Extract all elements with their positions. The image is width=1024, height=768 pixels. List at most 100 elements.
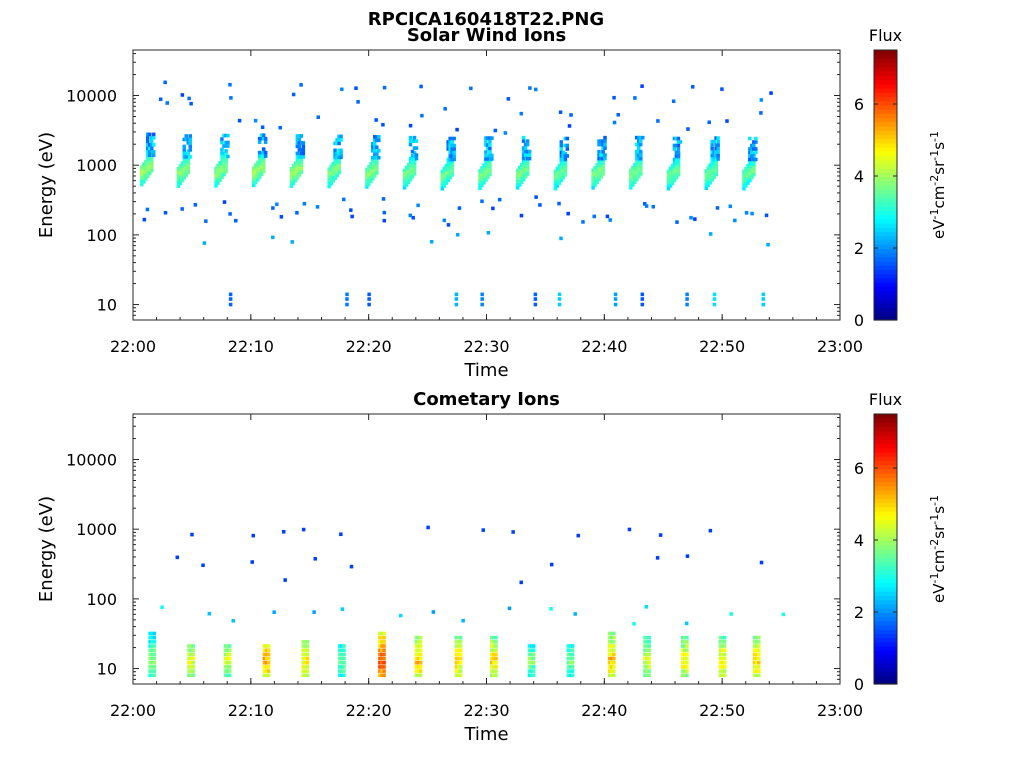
flux-cell <box>148 648 152 653</box>
flux-cell <box>416 656 421 661</box>
flux-cell <box>454 644 459 648</box>
flux-cell <box>484 164 488 168</box>
flux-cell <box>636 153 641 157</box>
flux-cell <box>374 118 378 122</box>
flux-cell <box>635 174 639 178</box>
flux-cell <box>557 170 562 175</box>
flux-cell <box>408 177 413 182</box>
flux-cell <box>527 644 532 648</box>
flux-cell <box>152 656 157 661</box>
flux-cell <box>145 150 150 154</box>
flux-cell <box>674 175 679 180</box>
flux-cell <box>414 640 419 644</box>
flux-cell <box>345 302 349 307</box>
flux-cell <box>647 660 651 665</box>
flux-cell <box>257 154 262 158</box>
flux-cell <box>150 154 154 159</box>
flux-cell <box>712 150 716 154</box>
flux-cell <box>593 172 597 177</box>
flux-cell <box>342 660 346 665</box>
flux-cell <box>450 162 455 167</box>
flux-cell <box>440 176 445 181</box>
flux-cell <box>331 172 335 176</box>
flux-cell <box>490 669 494 673</box>
flux-cell <box>404 172 409 177</box>
flux-cell <box>486 164 490 169</box>
flux-cell <box>680 669 685 673</box>
flux-cell <box>340 644 344 648</box>
flux-cell <box>568 669 573 673</box>
flux-cell <box>636 142 641 147</box>
flux-cell <box>444 174 449 178</box>
flux-cell <box>350 214 354 219</box>
flux-cell <box>228 302 233 307</box>
flux-cell <box>490 665 494 669</box>
flux-cell <box>750 165 754 169</box>
flux-cell <box>523 157 528 162</box>
flux-cell <box>333 155 337 160</box>
flux-cell <box>672 143 677 148</box>
flux-cell <box>220 154 224 159</box>
flux-cell <box>609 656 614 661</box>
flux-cell <box>406 176 411 181</box>
flux-cell <box>406 173 411 178</box>
flux-cell <box>744 166 748 171</box>
flux-cell <box>689 215 693 220</box>
flux-cell <box>148 157 152 162</box>
flux-cell <box>456 665 461 669</box>
flux-cell <box>382 673 386 678</box>
flux-cell <box>224 159 228 164</box>
y-tick-label: 10 <box>97 660 117 679</box>
flux-cell <box>555 180 560 185</box>
flux-cell <box>264 644 269 648</box>
flux-cell <box>216 177 220 182</box>
flux-cell <box>182 172 187 177</box>
flux-cell <box>680 640 685 644</box>
flux-cell <box>150 635 154 640</box>
flux-cell <box>490 153 494 158</box>
colorbar-tick-label: 0 <box>854 675 864 694</box>
flux-cell <box>531 673 536 678</box>
flux-cell <box>297 169 302 174</box>
flux-cell <box>752 673 757 678</box>
y-tick-label: 10 <box>97 296 117 315</box>
flux-cell <box>685 302 689 307</box>
flux-cell <box>184 166 189 170</box>
flux-cell <box>566 665 571 669</box>
flux-cell <box>720 669 725 673</box>
flux-cell <box>455 232 460 237</box>
flux-cell <box>525 168 530 173</box>
flux-cell <box>744 177 748 181</box>
flux-cell <box>607 640 612 644</box>
flux-cell <box>638 139 643 143</box>
colorbar-tick-label: 4 <box>854 167 864 186</box>
flux-cell <box>450 154 454 158</box>
flux-cell <box>613 292 618 297</box>
flux-cell <box>402 186 407 190</box>
flux-cell <box>720 665 725 669</box>
flux-cell <box>523 149 528 154</box>
flux-cell <box>716 146 720 151</box>
y-tick-label: 10000 <box>66 451 117 470</box>
flux-cell <box>559 161 564 165</box>
flux-cell <box>410 167 415 172</box>
flux-cell <box>418 652 423 657</box>
flux-cell <box>754 648 759 653</box>
flux-cell <box>568 673 573 678</box>
flux-cell <box>640 84 644 88</box>
flux-cell <box>706 176 710 181</box>
flux-cell <box>312 610 316 614</box>
flux-cell <box>339 155 343 160</box>
flux-cell <box>408 213 413 218</box>
flux-cell <box>506 97 511 101</box>
flux-cell <box>226 133 230 138</box>
flux-cell <box>263 154 268 158</box>
flux-cell <box>339 134 343 139</box>
flux-cell <box>529 656 534 661</box>
flux-cell <box>301 644 306 648</box>
flux-cell <box>412 165 417 169</box>
flux-cell <box>187 669 191 673</box>
flux-cell <box>704 182 708 187</box>
flux-cell <box>207 611 212 616</box>
